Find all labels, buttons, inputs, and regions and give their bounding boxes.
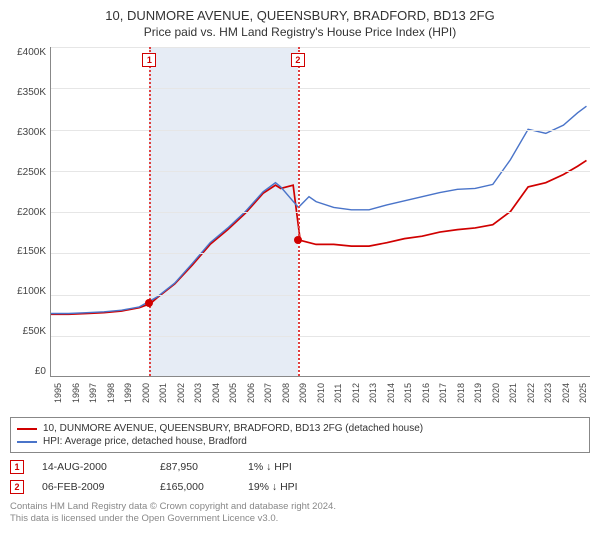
y-tick-label: £250K — [17, 167, 46, 178]
x-tick-label: 1995 — [53, 383, 63, 403]
y-tick-label: £400K — [17, 47, 46, 58]
gridline — [51, 47, 590, 48]
series-hpi — [51, 106, 586, 313]
sale-point-row: 2 06-FEB-2009 £165,000 19% ↓ HPI — [10, 477, 590, 497]
x-tick-label: 2008 — [281, 383, 291, 403]
sale-point-row: 1 14-AUG-2000 £87,950 1% ↓ HPI — [10, 457, 590, 477]
y-tick-label: £50K — [23, 326, 46, 337]
sale-point-id: 2 — [10, 480, 24, 494]
y-tick-label: £200K — [17, 207, 46, 218]
gridline — [51, 88, 590, 89]
gridline — [51, 130, 590, 131]
x-tick-label: 2025 — [578, 383, 588, 403]
y-tick-label: £150K — [17, 246, 46, 257]
x-tick-label: 1998 — [106, 383, 116, 403]
legend-label: HPI: Average price, detached house, Brad… — [43, 436, 247, 447]
x-tick-label: 2009 — [298, 383, 308, 403]
sale-point-pct: 1% ↓ HPI — [248, 461, 358, 473]
x-tick-label: 2004 — [211, 383, 221, 403]
legend: 10, DUNMORE AVENUE, QUEENSBURY, BRADFORD… — [10, 417, 590, 453]
sale-marker-line — [149, 47, 151, 376]
sale-points-table: 1 14-AUG-2000 £87,950 1% ↓ HPI 2 06-FEB-2009 £… — [10, 457, 590, 497]
page-title: 10, DUNMORE AVENUE, QUEENSBURY, BRADFORD… — [10, 8, 590, 23]
y-tick-label: £100K — [17, 286, 46, 297]
sale-point-price: £165,000 — [160, 481, 230, 493]
plot-area: 12 — [50, 47, 590, 377]
x-tick-label: 1997 — [88, 383, 98, 403]
x-tick-label: 2019 — [473, 383, 483, 403]
x-tick-label: 2005 — [228, 383, 238, 403]
sale-point-id: 1 — [10, 460, 24, 474]
gridline — [51, 295, 590, 296]
sale-marker-badge: 2 — [291, 53, 305, 67]
x-tick-label: 2016 — [421, 383, 431, 403]
x-tick-label: 2014 — [386, 383, 396, 403]
x-tick-label: 2015 — [403, 383, 413, 403]
x-tick-label: 2010 — [316, 383, 326, 403]
x-tick-label: 2017 — [438, 383, 448, 403]
y-tick-label: £0 — [35, 366, 46, 377]
x-tick-label: 2022 — [526, 383, 536, 403]
x-tick-label: 2003 — [193, 383, 203, 403]
gridline — [51, 212, 590, 213]
legend-swatch — [17, 428, 37, 430]
sale-marker-badge: 1 — [142, 53, 156, 67]
x-tick-label: 2011 — [333, 384, 343, 403]
x-tick-label: 2007 — [263, 383, 273, 403]
gridline — [51, 336, 590, 337]
x-tick-label: 2012 — [351, 383, 361, 403]
y-axis: £400K £350K £300K £250K £200K £150K £100K £50K £… — [10, 47, 50, 377]
footer-line-2: This data is licensed under the Open Gov… — [10, 513, 590, 525]
x-tick-label: 1996 — [71, 383, 81, 403]
page-subtitle: Price paid vs. HM Land Registry's House … — [10, 25, 590, 39]
x-tick-label: 2001 — [158, 383, 168, 403]
sale-marker-dot — [294, 236, 302, 244]
sale-point-price: £87,950 — [160, 461, 230, 473]
x-tick-label: 2021 — [508, 383, 518, 403]
sale-point-date: 06-FEB-2009 — [42, 481, 142, 493]
y-tick-label: £350K — [17, 87, 46, 98]
x-tick-label: 2000 — [141, 383, 151, 403]
sale-marker-line — [298, 47, 300, 376]
legend-swatch — [17, 441, 37, 443]
gridline — [51, 171, 590, 172]
legend-item: HPI: Average price, detached house, Brad… — [17, 435, 583, 448]
x-tick-label: 2024 — [561, 383, 571, 403]
x-tick-label: 2002 — [176, 383, 186, 403]
legend-label: 10, DUNMORE AVENUE, QUEENSBURY, BRADFORD… — [43, 423, 423, 434]
series-property — [51, 160, 586, 314]
x-tick-label: 2018 — [456, 383, 466, 403]
chart: £400K £350K £300K £250K £200K £150K £100K £50K £… — [10, 47, 590, 377]
x-tick-label: 2023 — [543, 383, 553, 403]
x-tick-label: 2020 — [491, 383, 501, 403]
x-axis: 1995 1996 1997 1998 1999 2000 2001 2002 2003 2004… — [50, 377, 590, 405]
sale-point-date: 14-AUG-2000 — [42, 461, 142, 473]
sale-point-pct: 19% ↓ HPI — [248, 481, 358, 493]
x-tick-label: 1999 — [123, 383, 133, 403]
x-tick-label: 2013 — [368, 383, 378, 403]
x-tick-label: 2006 — [246, 383, 256, 403]
sale-marker-dot — [145, 299, 153, 307]
footer-line-1: Contains HM Land Registry data © Crown c… — [10, 501, 590, 513]
gridline — [51, 253, 590, 254]
footer: Contains HM Land Registry data © Crown c… — [10, 501, 590, 525]
y-tick-label: £300K — [17, 127, 46, 138]
legend-item: 10, DUNMORE AVENUE, QUEENSBURY, BRADFORD… — [17, 422, 583, 435]
